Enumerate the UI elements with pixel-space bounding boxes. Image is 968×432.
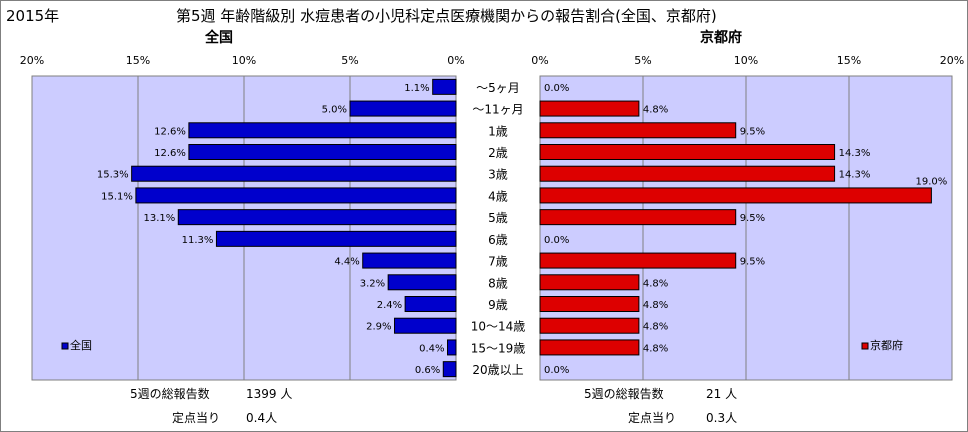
- kyoto-bar: [539, 187, 932, 204]
- kyoto-panel-title: 京都府: [700, 30, 742, 46]
- national-bar: [404, 296, 457, 312]
- national-panel-title: 全国: [205, 30, 233, 46]
- national-bar: [387, 274, 457, 291]
- category-label: 2歳: [488, 146, 508, 160]
- kyoto-total-label: 5週の総報告数: [584, 387, 664, 401]
- national-x-tick-label: 20%: [20, 54, 44, 67]
- kyoto-data-label: 9.5%: [740, 213, 765, 224]
- national-total-value: 1399 人: [246, 387, 293, 401]
- national-data-label: 1.1%: [404, 83, 429, 94]
- national-bar: [442, 361, 457, 378]
- category-label: 8歳: [488, 276, 508, 290]
- kyoto-legend-label: 京都府: [870, 338, 903, 352]
- category-label: 15～19歳: [471, 341, 526, 355]
- kyoto-data-label: 9.5%: [740, 126, 765, 137]
- national-x-tick-label: 0%: [447, 54, 464, 67]
- kyoto-data-label: 9.5%: [740, 257, 765, 268]
- national-data-label: 2.4%: [377, 300, 402, 311]
- category-label: ～11ヶ月: [472, 103, 523, 117]
- category-label: 9歳: [488, 298, 508, 312]
- kyoto-data-label: 4.8%: [643, 322, 668, 333]
- kyoto-bar: [539, 165, 836, 182]
- national-bar: [394, 317, 457, 334]
- national-per-label: 定点当り: [172, 411, 221, 425]
- kyoto-bar: [539, 122, 737, 139]
- kyoto-data-label: 4.8%: [643, 278, 668, 289]
- national-data-label: 15.1%: [101, 191, 133, 202]
- national-legend-swatch: [61, 342, 69, 350]
- national-bar: [177, 209, 457, 226]
- kyoto-bar: [539, 144, 836, 160]
- kyoto-bar: [539, 339, 640, 356]
- kyoto-bar: [539, 100, 640, 117]
- national-data-label: 15.3%: [97, 170, 129, 181]
- national-x-tick-label: 10%: [232, 54, 256, 67]
- kyoto-bar: [539, 209, 737, 226]
- national-bar: [362, 252, 457, 269]
- kyoto-data-label: 0.0%: [544, 235, 569, 246]
- category-label: 4歳: [488, 189, 508, 203]
- kyoto-bar: [539, 296, 640, 312]
- national-data-label: 0.6%: [415, 365, 440, 376]
- year-label: 2015年: [6, 7, 60, 25]
- kyoto-data-label: 19.0%: [916, 176, 948, 187]
- national-data-label: 4.4%: [334, 257, 359, 268]
- kyoto-data-label: 4.8%: [643, 343, 668, 354]
- kyoto-data-label: 4.8%: [643, 105, 668, 116]
- national-per-value: 0.4人: [246, 411, 278, 425]
- kyoto-data-label: 0.0%: [544, 83, 569, 94]
- national-bar: [188, 122, 457, 139]
- kyoto-x-tick-label: 15%: [837, 54, 861, 67]
- kyoto-data-label: 14.3%: [839, 148, 871, 159]
- kyoto-data-label: 14.3%: [839, 170, 871, 181]
- national-total-label: 5週の総報告数: [130, 387, 210, 401]
- national-bar: [432, 78, 457, 95]
- national-legend-label: 全国: [70, 338, 92, 352]
- kyoto-data-label: 4.8%: [643, 300, 668, 311]
- category-label: 7歳: [488, 255, 508, 269]
- national-bar: [135, 187, 457, 204]
- kyoto-data-label: 0.0%: [544, 365, 569, 376]
- national-data-label: 11.3%: [182, 235, 214, 246]
- national-bar: [215, 230, 457, 247]
- national-x-tick-label: 5%: [341, 54, 358, 67]
- national-data-label: 13.1%: [143, 213, 175, 224]
- category-label: 6歳: [488, 233, 508, 247]
- national-bar: [349, 100, 457, 117]
- kyoto-legend-swatch: [861, 342, 869, 350]
- kyoto-x-tick-label: 10%: [734, 54, 758, 67]
- kyoto-bar: [539, 317, 640, 334]
- kyoto-x-tick-label: 20%: [940, 54, 964, 67]
- national-x-tick-label: 15%: [126, 54, 150, 67]
- figure-title: 第5週 年齢階級別 水痘患者の小児科定点医療機関からの報告割合(全国、京都府): [176, 7, 717, 25]
- national-data-label: 12.6%: [154, 148, 186, 159]
- category-label: 3歳: [488, 168, 508, 182]
- kyoto-x-tick-label: 5%: [634, 54, 651, 67]
- kyoto-bar: [539, 274, 640, 291]
- category-label: 20歳以上: [472, 363, 523, 377]
- category-label: 1歳: [488, 124, 508, 138]
- category-label: 10～14歳: [471, 320, 526, 334]
- national-data-label: 2.9%: [366, 322, 391, 333]
- kyoto-per-label: 定点当り: [628, 411, 677, 425]
- category-label: ～5ヶ月: [476, 81, 520, 95]
- national-data-label: 5.0%: [322, 105, 347, 116]
- national-bar: [188, 144, 457, 160]
- national-data-label: 12.6%: [154, 126, 186, 137]
- kyoto-per-value: 0.3人: [706, 411, 738, 425]
- national-data-label: 3.2%: [360, 278, 385, 289]
- category-label: 5歳: [488, 211, 508, 225]
- national-data-label: 0.4%: [419, 343, 444, 354]
- kyoto-bar: [539, 252, 737, 269]
- national-bar: [131, 165, 457, 182]
- national-bar: [447, 339, 457, 356]
- kyoto-x-tick-label: 0%: [531, 54, 548, 67]
- kyoto-total-value: 21 人: [706, 387, 738, 401]
